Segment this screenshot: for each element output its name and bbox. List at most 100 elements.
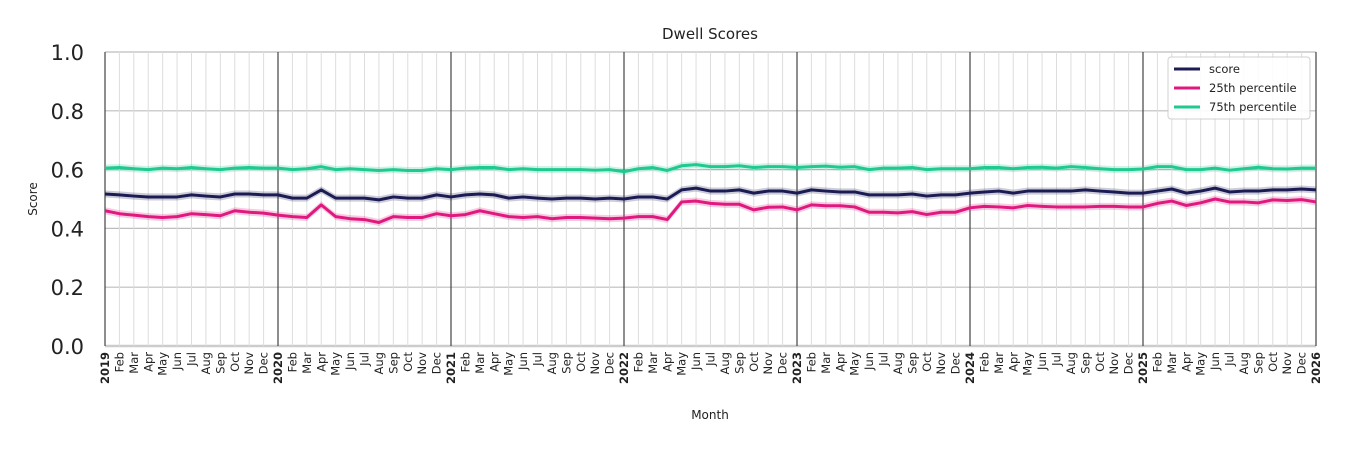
y-tick-label: 0.6 — [51, 159, 84, 183]
series-line — [104, 186, 1317, 202]
legend-box — [1167, 56, 1311, 120]
y-tick-label: 1.0 — [51, 41, 84, 65]
x-tick-month-label: Jun — [516, 352, 530, 371]
x-tick-year-label: 2021 — [444, 352, 458, 384]
x-tick-month-label: Sep — [1251, 352, 1265, 374]
x-tick-month-label: Apr — [833, 352, 847, 372]
x-tick-month-label: Aug — [372, 352, 386, 374]
x-tick-month-label: Mar — [992, 352, 1006, 374]
x-tick-month-label: Sep — [905, 352, 919, 374]
x-tick-month-label: Mar — [300, 352, 314, 374]
x-tick-month-label: Jul — [1050, 352, 1064, 367]
x-tick-month-label: Jun — [1035, 352, 1049, 371]
x-tick-month-label: Apr — [1179, 352, 1193, 372]
x-tick-month-label: Aug — [718, 352, 732, 374]
x-tick-month-label: Jun — [862, 352, 876, 371]
x-tick-month-label: Nov — [934, 352, 948, 375]
x-tick-month-label: May — [675, 352, 689, 376]
x-tick-year-label: 2022 — [617, 352, 631, 384]
x-tick-month-label: May — [156, 352, 170, 376]
x-tick-month-label: Feb — [631, 352, 645, 372]
x-tick-month-label: Nov — [761, 352, 775, 375]
x-tick-month-label: Oct — [1093, 352, 1107, 372]
x-tick-month-label: Apr — [314, 352, 328, 372]
x-tick-month-label: Oct — [574, 352, 588, 372]
x-tick-month-label: Mar — [127, 352, 141, 374]
x-tick-month-label: Jul — [185, 352, 199, 367]
x-tick-month-label: May — [1194, 352, 1208, 376]
x-tick-month-label: Nov — [588, 352, 602, 375]
chart-title: Dwell Scores — [662, 25, 758, 43]
x-tick-month-label: Feb — [458, 352, 472, 372]
x-tick-month-label: Mar — [473, 352, 487, 374]
x-tick-month-label: Dec — [949, 352, 963, 374]
x-tick-month-label: Aug — [891, 352, 905, 374]
legend-label: score — [1209, 62, 1240, 76]
x-tick-year-label: 2024 — [963, 352, 977, 384]
x-tick-month-label: Nov — [1107, 352, 1121, 375]
x-tick-month-label: Jul — [531, 352, 545, 367]
x-tick-year-label: 2020 — [271, 352, 285, 384]
x-tick-month-label: Jul — [1223, 352, 1237, 367]
x-tick-month-label: May — [329, 352, 343, 376]
legend: score 25th percentile 75th percentile — [1167, 56, 1311, 120]
x-ticks: 2019 Feb Mar Apr May Jun Jul Aug Sep Oct Nov Dec 202… — [98, 352, 1323, 384]
x-tick-month-label: Sep — [559, 352, 573, 374]
x-tick-month-label: Feb — [1150, 352, 1164, 372]
x-tick-month-label: Oct — [747, 352, 761, 372]
x-tick-month-label: Sep — [386, 352, 400, 374]
x-tick-month-label: Jun — [689, 352, 703, 371]
y-tick-label: 0.8 — [51, 100, 84, 124]
x-tick-month-label: Feb — [285, 352, 299, 372]
x-tick-month-label: Mar — [646, 352, 660, 374]
x-tick-month-label: Mar — [819, 352, 833, 374]
x-tick-year-label: 2023 — [790, 352, 804, 384]
x-tick-month-label: Sep — [732, 352, 746, 374]
x-tick-month-label: Nov — [415, 352, 429, 375]
x-tick-month-label: Sep — [1078, 352, 1092, 374]
x-tick-month-label: Nov — [1280, 352, 1294, 375]
x-tick-month-label: Dec — [1122, 352, 1136, 374]
x-tick-month-label: Aug — [199, 352, 213, 374]
x-tick-month-label: Aug — [545, 352, 559, 374]
x-tick-month-label: Oct — [1266, 352, 1280, 372]
x-tick-month-label: Dec — [776, 352, 790, 374]
y-axis-label: Score — [26, 182, 40, 216]
x-tick-month-label: Dec — [430, 352, 444, 374]
x-tick-month-label: Jul — [877, 352, 891, 367]
x-tick-month-label: May — [1021, 352, 1035, 376]
x-tick-month-label: Dec — [603, 352, 617, 374]
y-tick-label: 0.4 — [51, 217, 84, 241]
series-line — [104, 197, 1317, 225]
series-lines — [104, 163, 1317, 225]
x-tick-month-label: Apr — [141, 352, 155, 372]
x-tick-month-label: Jul — [704, 352, 718, 367]
x-tick-month-label: Aug — [1237, 352, 1251, 374]
x-tick-month-label: Dec — [1295, 352, 1309, 374]
x-tick-month-label: Dec — [257, 352, 271, 374]
y-tick-label: 0.2 — [51, 276, 84, 300]
x-tick-month-label: Feb — [112, 352, 126, 372]
x-axis-label: Month — [691, 408, 729, 422]
x-tick-month-label: Oct — [228, 352, 242, 372]
x-tick-month-label: Apr — [487, 352, 501, 372]
x-tick-year-label: 2026 — [1309, 352, 1323, 384]
x-tick-month-label: Feb — [977, 352, 991, 372]
y-ticks: 0.0 0.2 0.4 0.6 0.8 1.0 — [51, 41, 84, 359]
x-tick-month-label: Jul — [358, 352, 372, 367]
x-tick-month-label: May — [502, 352, 516, 376]
x-tick-month-label: Apr — [1006, 352, 1020, 372]
x-tick-month-label: Sep — [213, 352, 227, 374]
series-line — [104, 163, 1316, 174]
legend-label: 25th percentile — [1209, 81, 1297, 95]
x-tick-month-label: Nov — [242, 352, 256, 375]
x-tick-year-label: 2019 — [98, 352, 112, 384]
x-tick-month-label: Jun — [1208, 352, 1222, 371]
x-tick-month-label: Apr — [660, 352, 674, 372]
y-tick-label: 0.0 — [51, 335, 84, 359]
legend-label: 75th percentile — [1209, 100, 1297, 114]
x-tick-year-label: 2025 — [1136, 352, 1150, 384]
x-tick-month-label: Jun — [343, 352, 357, 371]
x-tick-month-label: Jun — [170, 352, 184, 371]
